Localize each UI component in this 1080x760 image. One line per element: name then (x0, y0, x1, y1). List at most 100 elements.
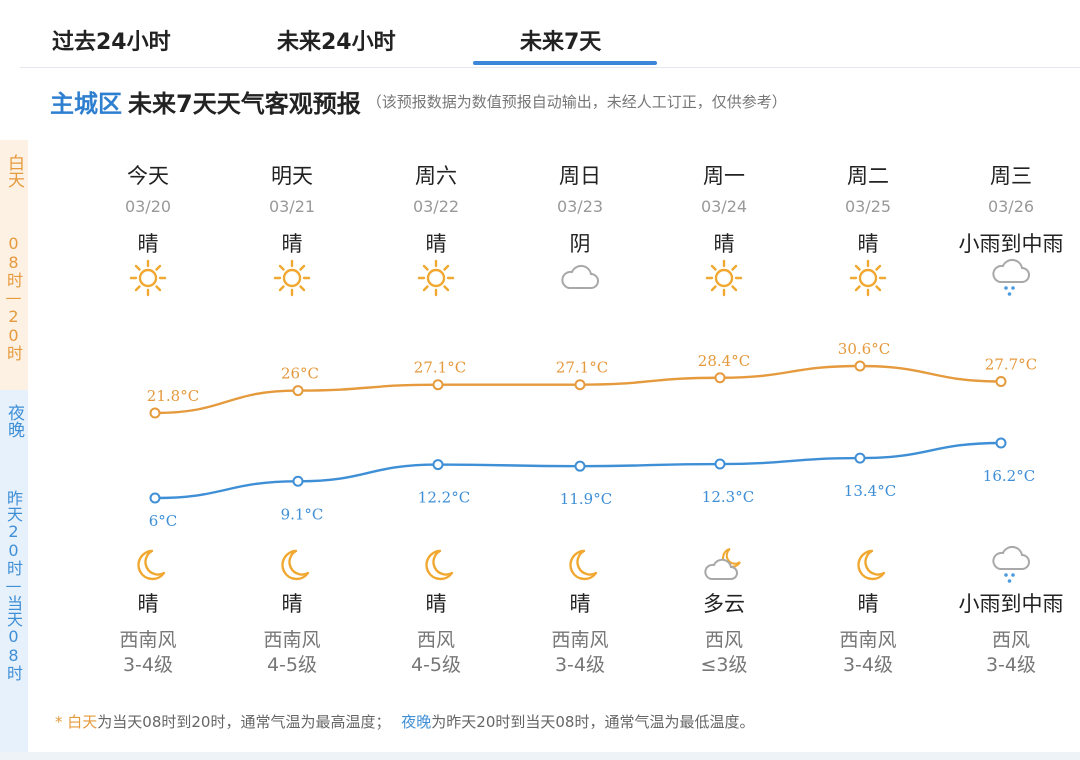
day-side-label: 白天 08时—20时 (0, 140, 28, 390)
night-temp-label: 13.4°C (844, 482, 896, 500)
tab-past-24h[interactable]: 过去24小时 (52, 30, 171, 55)
night-temp-label: 16.2°C (983, 467, 1035, 485)
night-temp-point (995, 437, 1007, 449)
wind-direction: 西南风 (119, 629, 177, 651)
sun-icon (366, 258, 506, 298)
night-temp-point (149, 492, 161, 504)
day-weather: 晴 (137, 232, 159, 256)
day-weather: 晴 (281, 232, 303, 256)
day-weather: 晴 (713, 232, 735, 256)
day-range: 08时—20时 (4, 234, 23, 361)
night-side-label: 夜晚 昨天20时—当天08时 (0, 390, 28, 752)
cloud-icon (510, 258, 650, 298)
weekday: 周一 (703, 164, 745, 188)
wind-direction: 西南风 (263, 629, 321, 651)
night-weather: 晴 (569, 592, 591, 616)
tab-next-24h[interactable]: 未来24小时 (277, 30, 396, 55)
moon-icon (798, 545, 938, 585)
night-weather: 晴 (281, 592, 303, 616)
day-temp-label: 28.4°C (698, 352, 750, 370)
night-temp-line (154, 441, 1002, 500)
day-temp-point (574, 379, 586, 391)
date: 03/24 (700, 197, 748, 216)
tab-next-7-days[interactable]: 未来7天 (520, 30, 602, 55)
date: 03/23 (556, 197, 604, 216)
night-temp-label: 12.3°C (702, 488, 754, 506)
page-title: 未来7天天气客观预报 (128, 90, 361, 118)
wind-direction: 西风 (704, 629, 743, 651)
night-temp-label: 6°C (149, 512, 178, 530)
day-label: 白天 (4, 154, 24, 188)
rain-icon (941, 258, 1080, 298)
wind-level: 3-4级 (554, 654, 606, 676)
date: 03/26 (987, 197, 1035, 216)
weekday: 周日 (559, 164, 601, 188)
moon-icon (222, 545, 362, 585)
footnote-star: * (55, 713, 63, 731)
night-temp-point (714, 458, 726, 470)
disclaimer-note: （该预报数据为数值预报自动输出，未经人工订正，仅供参考） (366, 93, 787, 111)
day-temp-point (714, 372, 726, 384)
wind-level: 3-4级 (122, 654, 174, 676)
night-temp-point (432, 459, 444, 471)
wind-level: 4-5级 (266, 654, 318, 676)
weekday: 今天 (127, 164, 169, 188)
wind-direction: 西南风 (839, 629, 897, 651)
day-weather: 晴 (425, 232, 447, 256)
night-temp-label: 12.2°C (418, 489, 470, 507)
forecast-heading: 主城区 未来7天天气客观预报 （该预报数据为数值预报自动输出，未经人工订正，仅供参考… (50, 84, 787, 118)
weekday: 周三 (990, 164, 1032, 188)
wind-level: 4-5级 (410, 654, 462, 676)
footnote-night-term: 夜晚 (401, 713, 432, 731)
day-weather: 小雨到中雨 (958, 232, 1064, 256)
active-tab-indicator (473, 61, 657, 65)
day-temp-label: 27.1°C (414, 359, 466, 377)
tab-divider (20, 67, 1080, 68)
date: 03/25 (844, 197, 892, 216)
day-weather: 阴 (569, 232, 591, 256)
moon-icon (366, 545, 506, 585)
day-temp-label: 26°C (281, 365, 319, 383)
footnote: * 白天为当天08时到20时，通常气温为最高温度； 夜晚为昨天20时到当天08时… (55, 711, 754, 732)
sun-icon (654, 258, 794, 298)
moon-icon (78, 545, 218, 585)
day-temp-label: 30.6°C (838, 340, 890, 358)
footnote-night-text: 为昨天20时到当天08时，通常气温为最低温度。 (431, 713, 755, 731)
day-temp-point (292, 385, 304, 397)
day-temp-line (154, 364, 1002, 415)
cloudy-night-icon (654, 545, 794, 585)
night-temp-label: 11.9°C (560, 490, 612, 508)
day-temp-point (432, 379, 444, 391)
night-temp-label: 9.1°C (281, 505, 324, 523)
day-temp-point (854, 360, 866, 372)
weekday: 明天 (271, 164, 313, 188)
sun-icon (798, 258, 938, 298)
date: 03/21 (268, 197, 316, 216)
night-weather: 晴 (857, 592, 879, 616)
night-temp-point (574, 460, 586, 472)
day-temp-label: 21.8°C (147, 387, 199, 405)
tab-bar: 过去24小时 未来24小时 未来7天 (0, 0, 1080, 68)
day-temp-point (149, 407, 161, 419)
day-weather: 晴 (857, 232, 879, 256)
day-temp-point (995, 375, 1007, 387)
night-weather: 晴 (425, 592, 447, 616)
night-range: 昨天20时—当天08时 (4, 490, 23, 681)
wind-level: 3-4级 (842, 654, 894, 676)
night-weather: 小雨到中雨 (958, 592, 1064, 616)
footnote-day-term: 白天 (67, 713, 98, 731)
date: 03/20 (124, 197, 172, 216)
weekday: 周二 (847, 164, 889, 188)
night-weather: 晴 (137, 592, 159, 616)
wind-direction: 西风 (991, 629, 1030, 651)
wind-level: ≤3级 (700, 654, 748, 676)
date: 03/22 (412, 197, 460, 216)
weekday: 周六 (415, 164, 457, 188)
footnote-day-text: 为当天08时到20时，通常气温为最高温度； (97, 713, 391, 731)
day-temp-label: 27.7°C (985, 355, 1037, 373)
night-label: 夜晚 (4, 404, 24, 438)
wind-direction: 西南风 (551, 629, 609, 651)
sun-icon (78, 258, 218, 298)
city-name: 主城区 (50, 90, 122, 118)
moon-icon (510, 545, 650, 585)
